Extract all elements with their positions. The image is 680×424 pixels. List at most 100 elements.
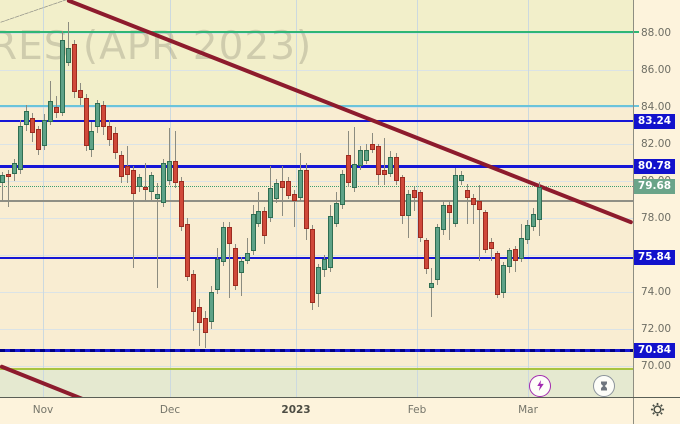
candle-body [423, 240, 429, 269]
candle-body [363, 149, 369, 161]
h-gridline [0, 329, 633, 330]
candle-wick [174, 131, 176, 189]
candle-body [375, 145, 381, 176]
candle-body [495, 253, 501, 295]
candle-body [35, 129, 41, 150]
v-gridline [43, 0, 44, 397]
candle-body [244, 253, 250, 261]
candle-body [334, 203, 340, 224]
price-level-resistance-88[interactable] [0, 31, 633, 33]
candle-wick [7, 169, 9, 207]
candle-wick [383, 138, 385, 185]
time-tick-label-mar: Mar [518, 404, 538, 416]
candle-body [530, 214, 536, 228]
candle-wick [246, 238, 248, 265]
candle-body [89, 131, 95, 150]
candle-body [167, 160, 173, 181]
candle-wick [491, 238, 493, 261]
candle-wick [240, 256, 242, 296]
dash-pattern [0, 349, 633, 352]
h-gridline [0, 366, 633, 367]
price-level-support-698[interactable] [0, 367, 633, 370]
candle-wick [353, 127, 355, 193]
candle-body [471, 197, 477, 206]
time-mode-button[interactable] [593, 375, 615, 397]
quick-trade-button[interactable] [529, 375, 551, 397]
price-level-sr-7084[interactable] [0, 349, 633, 352]
price-tick-label: 86.00 [641, 64, 672, 76]
candle-body [95, 103, 101, 128]
candle-body [119, 155, 125, 178]
candle-body [226, 227, 232, 244]
candle-body [405, 193, 411, 217]
candle-body [536, 186, 542, 220]
candle-wick [2, 171, 3, 202]
candle-wick [467, 183, 469, 224]
v-gridline [528, 0, 529, 397]
candle-body [196, 306, 202, 324]
candle-wick [294, 190, 296, 228]
candle-body [399, 177, 405, 217]
price-badge-8078: 80.78 [634, 159, 675, 175]
price-tick-label: 78.00 [641, 212, 672, 224]
candle-body [351, 164, 357, 189]
candle-body [268, 188, 274, 218]
candle-wick [228, 221, 230, 298]
candle-body [143, 186, 149, 191]
candle-body [238, 260, 244, 274]
time-tick-label-dec: Dec [159, 404, 181, 416]
candle-body [23, 110, 29, 126]
candle-wick [127, 145, 129, 183]
candle-body [214, 258, 220, 291]
candle-body [310, 229, 316, 304]
candle-body [274, 182, 280, 200]
candle-body [101, 105, 107, 128]
candle-body [316, 267, 322, 294]
price-badge-7084: 70.84 [634, 342, 675, 358]
v-gridline [170, 0, 171, 397]
price-level-last-price[interactable] [0, 186, 633, 188]
price-level-resistance-84[interactable] [0, 104, 633, 107]
price-tick-label: 84.00 [641, 101, 672, 113]
candle-body [47, 101, 53, 122]
candle-body [387, 156, 393, 174]
time-tick-label-nov: Nov [32, 404, 54, 416]
candle-body [17, 125, 23, 170]
level-axis-tick [634, 31, 639, 34]
price-axis[interactable]: 90.0088.0086.0084.0082.0080.0078.0076.00… [634, 0, 680, 397]
candle-body [202, 317, 208, 333]
candle-body [465, 190, 471, 198]
candle-wick [145, 162, 147, 202]
candle-body [59, 40, 65, 113]
price-level-sr-7584[interactable] [0, 256, 633, 260]
price-level-sr-8324[interactable] [0, 119, 633, 123]
time-tick-label-2023: 2023 [281, 404, 311, 416]
candle-body [208, 292, 214, 322]
price-level-gray-level[interactable] [0, 199, 633, 203]
price-tick-label: 74.00 [641, 286, 672, 298]
candle-body [489, 242, 495, 249]
lower-background-band [0, 369, 633, 397]
candle-body [340, 173, 345, 206]
candle-body [184, 223, 190, 278]
candle-body [11, 162, 17, 174]
candle-wick [157, 182, 159, 289]
candle-body [232, 247, 238, 287]
price-level-sr-8078[interactable] [0, 165, 633, 168]
h-gridline [0, 107, 633, 108]
candle-body [41, 119, 47, 146]
gear-icon [650, 402, 665, 421]
candle-body [107, 125, 113, 141]
candle-body [0, 175, 5, 183]
price-chart-plot-area[interactable]: RES (APR 2023) [0, 0, 633, 397]
candle-body [477, 201, 483, 210]
price-badge-7968: 79.68 [634, 179, 675, 195]
candle-body [190, 273, 196, 313]
candle-body [83, 97, 89, 146]
candle-wick [479, 184, 481, 262]
h-gridline [0, 70, 633, 71]
candle-body [65, 47, 71, 63]
axis-settings-corner[interactable] [634, 398, 680, 424]
time-axis[interactable]: Nov Dec 2023 Feb Mar [0, 398, 633, 424]
price-tick-label: 72.00 [641, 323, 672, 335]
